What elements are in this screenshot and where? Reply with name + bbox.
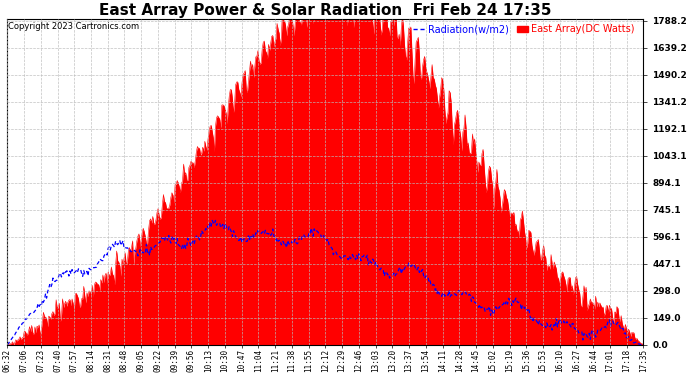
Title: East Array Power & Solar Radiation  Fri Feb 24 17:35: East Array Power & Solar Radiation Fri F… bbox=[99, 3, 551, 18]
Text: Copyright 2023 Cartronics.com: Copyright 2023 Cartronics.com bbox=[8, 22, 139, 31]
Legend: Radiation(w/m2), East Array(DC Watts): Radiation(w/m2), East Array(DC Watts) bbox=[409, 21, 638, 38]
